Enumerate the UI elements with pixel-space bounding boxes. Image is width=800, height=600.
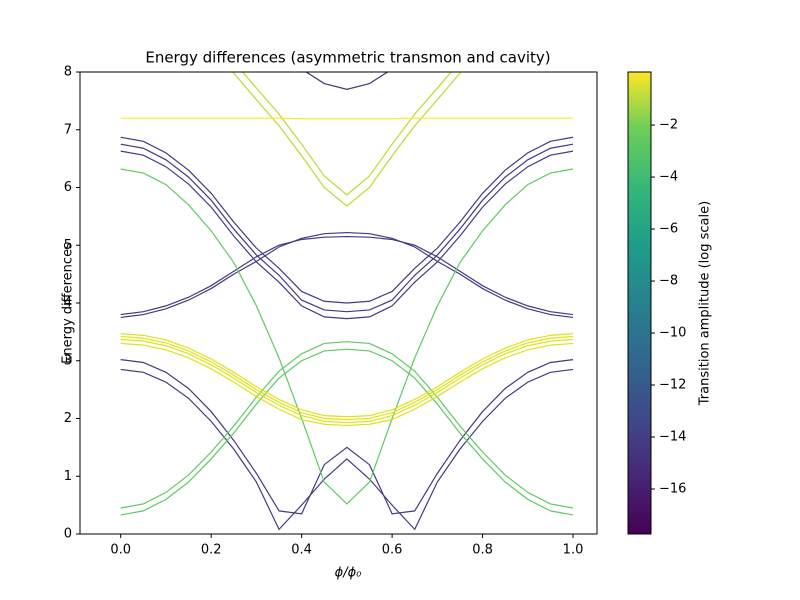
y-tick-label: 4 (64, 296, 72, 311)
curve (120, 117, 574, 120)
colorbar (627, 71, 652, 535)
x-tick-label: 0.6 (382, 543, 403, 558)
x-tick-label: 0.2 (201, 543, 222, 558)
curve (120, 333, 574, 418)
curve (120, 358, 574, 515)
chart-title: Energy differences (asymmetric transmon … (145, 49, 550, 67)
colorbar-tick-label: −16 (659, 482, 686, 497)
x-tick-label: 0.4 (291, 543, 312, 558)
y-tick-label: 7 (64, 122, 72, 137)
curve (120, 136, 574, 304)
y-tick-label: 2 (64, 411, 72, 426)
curve (120, 341, 574, 509)
y-tick-label: 8 (64, 65, 72, 80)
colorbar-tick-label: −12 (659, 378, 686, 393)
y-tick-label: 0 (64, 527, 72, 542)
colorbar-tick-label: −8 (659, 274, 678, 289)
y-tick-label: 3 (64, 353, 72, 368)
colorbar-tick-label: −2 (659, 118, 678, 133)
curve (120, 168, 574, 505)
curve (120, 338, 574, 424)
y-tick-label: 6 (64, 180, 72, 195)
x-tick-label: 0.8 (472, 543, 493, 558)
curve (241, 72, 452, 196)
colorbar-tick-label: −4 (659, 170, 678, 185)
curve (120, 335, 574, 421)
curve (120, 342, 574, 427)
curve (232, 72, 462, 207)
x-tick-label: 0.0 (110, 543, 131, 558)
y-tick-label: 5 (64, 238, 72, 253)
colorbar-tick-label: −14 (659, 430, 686, 445)
x-tick-label: 1.0 (563, 543, 584, 558)
colorbar-label: Transition amplitude (log scale) (698, 201, 713, 406)
curve (120, 143, 574, 313)
curve (120, 368, 574, 531)
y-axis-label: Energy differences (61, 242, 76, 364)
curve (120, 231, 574, 319)
curve (120, 150, 574, 320)
colorbar-tick-label: −6 (659, 222, 678, 237)
curve (120, 235, 574, 316)
colorbar-tick-label: −10 (659, 326, 686, 341)
x-axis-label: ϕ/ϕ₀ (335, 566, 363, 581)
plot-lines (120, 72, 574, 531)
curve (305, 72, 389, 90)
y-tick-label: 1 (64, 469, 72, 484)
curve (120, 348, 574, 516)
